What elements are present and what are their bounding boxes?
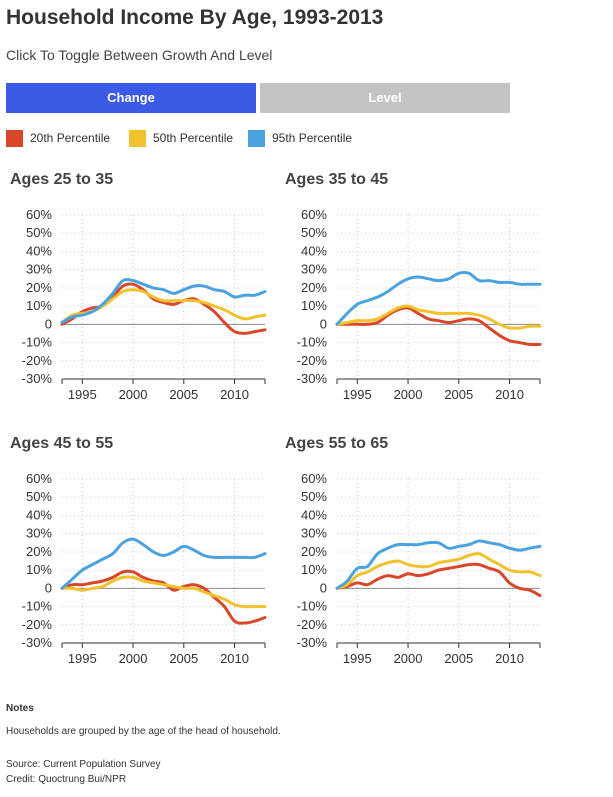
y-tick-label: -10%	[22, 599, 53, 614]
y-tick-label: 0	[45, 580, 52, 595]
x-tick-label: 2005	[444, 387, 473, 402]
panel-title-55-65: Ages 55 to 65	[285, 435, 389, 452]
legend-label-50th: 50th Percentile	[153, 131, 234, 145]
page-subtitle: Click To Toggle Between Growth And Level	[6, 47, 273, 63]
y-tick-label: 20%	[26, 544, 52, 559]
x-tick-label: 2010	[220, 387, 249, 402]
series-line-50th-55-65	[335, 552, 542, 590]
x-tick-label: 2010	[495, 387, 524, 402]
panel-title-35-45: Ages 35 to 45	[285, 171, 389, 188]
legend-swatch-50th	[129, 130, 146, 147]
x-tick-label: 2000	[119, 387, 148, 402]
y-tick-label: 10%	[26, 562, 52, 577]
chart-panel-35-45: -30% -20% -10% 0 10% 20% 30% 40% 50% 60% 1995 2000 2…	[297, 207, 542, 402]
credit-text: Credit: Quoctrung Bui/NPR	[6, 774, 127, 785]
y-tick-label: -10%	[22, 335, 53, 350]
x-tick-label: 2010	[220, 651, 249, 666]
chart-panel-55-65: -30% -20% -10% 0 10% 20% 30% 40% 50% 60% 1995 2000 2…	[297, 471, 542, 666]
y-tick-label: -20%	[22, 353, 53, 368]
y-tick-label: 30%	[26, 526, 52, 541]
y-tick-label: 10%	[26, 298, 52, 313]
source-text: Source: Current Population Survey	[6, 759, 161, 770]
x-tick-label: 2005	[444, 651, 473, 666]
x-tick-label: 1995	[343, 651, 372, 666]
series-line-95th-35-45	[335, 271, 542, 326]
chart-panel-45-55: -30% -20% -10% 0 10% 20% 30% 40% 50% 60% 1995 2000 2…	[22, 471, 267, 666]
y-tick-label: -20%	[297, 353, 328, 368]
legend-swatch-95th	[248, 130, 265, 147]
series-line-20th-25-35	[60, 282, 267, 335]
chart-panel-25-35: -30% -20% -10% 0 10% 20% 30% 40% 50% 60% 1995 2000 2…	[22, 207, 267, 402]
x-tick-label: 1995	[68, 651, 97, 666]
y-tick-label: 20%	[301, 280, 327, 295]
y-tick-label: -30%	[22, 371, 53, 386]
y-tick-label: -10%	[297, 335, 328, 350]
y-tick-label: 20%	[26, 280, 52, 295]
y-tick-label: 40%	[301, 243, 327, 258]
y-tick-label: 20%	[301, 544, 327, 559]
page-title: Household Income By Age, 1993-2013	[6, 6, 384, 29]
y-tick-label: 10%	[301, 298, 327, 313]
series-line-50th-45-55	[60, 575, 267, 609]
y-tick-label: 60%	[26, 471, 52, 486]
legend-label-20th: 20th Percentile	[30, 131, 111, 145]
legend-swatch-20th	[6, 130, 23, 147]
series-line-20th-45-55	[60, 569, 267, 625]
y-tick-label: 0	[320, 316, 327, 331]
y-tick-label: -30%	[297, 371, 328, 386]
series-line-95th-45-55	[60, 537, 267, 590]
y-tick-label: 30%	[301, 262, 327, 277]
y-tick-label: -20%	[22, 617, 53, 632]
y-tick-label: 40%	[26, 243, 52, 258]
y-tick-label: 0	[320, 580, 327, 595]
y-tick-label: -20%	[297, 617, 328, 632]
y-tick-label: 10%	[301, 562, 327, 577]
y-tick-label: 60%	[301, 471, 327, 486]
level-toggle-button[interactable]: Level	[260, 83, 510, 113]
panel-title-45-55: Ages 45 to 55	[10, 435, 114, 452]
y-tick-label: 40%	[301, 507, 327, 522]
series-line-20th-35-45	[335, 306, 542, 347]
x-tick-label: 2010	[495, 651, 524, 666]
y-tick-label: 30%	[26, 262, 52, 277]
y-tick-label: 40%	[26, 507, 52, 522]
legend-label-95th: 95th Percentile	[272, 131, 353, 145]
series-line-95th-55-65	[335, 539, 542, 590]
series-line-95th-25-35	[60, 278, 267, 324]
y-tick-label: 50%	[26, 489, 52, 504]
y-tick-label: 30%	[301, 526, 327, 541]
x-tick-label: 2005	[169, 387, 198, 402]
y-tick-label: -10%	[297, 599, 328, 614]
notes-heading: Notes	[6, 703, 34, 714]
x-tick-label: 1995	[343, 387, 372, 402]
series-line-50th-35-45	[335, 304, 542, 330]
panel-title-25-35: Ages 25 to 35	[10, 171, 114, 188]
y-tick-label: 50%	[301, 225, 327, 240]
x-tick-label: 2000	[394, 387, 423, 402]
y-tick-label: 60%	[301, 207, 327, 222]
x-tick-label: 2000	[394, 651, 423, 666]
y-tick-label: -30%	[22, 635, 53, 650]
series-line-20th-55-65	[335, 562, 542, 598]
y-tick-label: 50%	[26, 225, 52, 240]
y-tick-label: 60%	[26, 207, 52, 222]
x-tick-label: 2005	[169, 651, 198, 666]
y-tick-label: 0	[45, 316, 52, 331]
change-toggle-button[interactable]: Change	[6, 83, 256, 113]
notes-text: Households are grouped by the age of the…	[6, 726, 281, 737]
x-tick-label: 1995	[68, 387, 97, 402]
y-tick-label: 50%	[301, 489, 327, 504]
x-tick-label: 2000	[119, 651, 148, 666]
y-tick-label: -30%	[297, 635, 328, 650]
